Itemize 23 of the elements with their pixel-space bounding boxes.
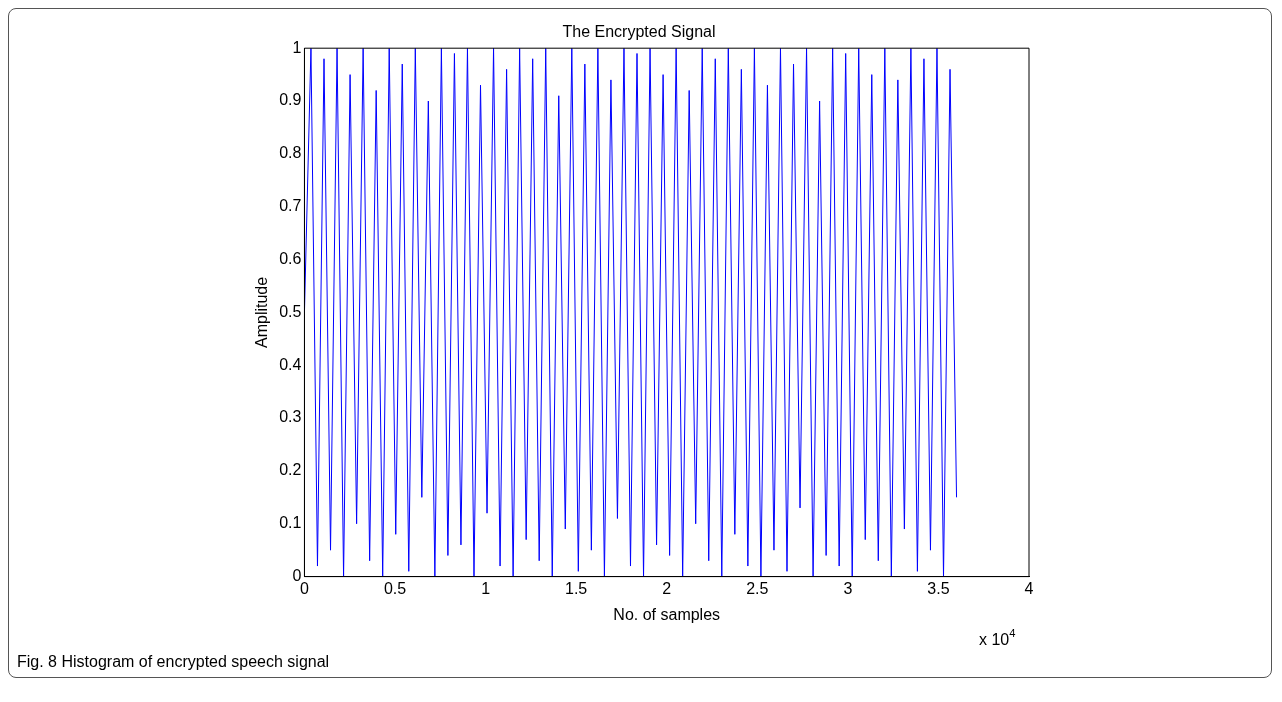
x-tick-label: 0.5 bbox=[383, 579, 407, 597]
y-tick-label: 0.4 bbox=[279, 355, 302, 373]
y-tick-label: 0.2 bbox=[279, 461, 302, 479]
y-tick-label: 0.5 bbox=[279, 302, 302, 320]
x-tick-label: 4 bbox=[1024, 579, 1034, 597]
chart-title: The Encrypted Signal bbox=[562, 23, 716, 41]
y-tick-label: 0 bbox=[292, 567, 302, 585]
y-tick-label: 0.1 bbox=[279, 514, 302, 532]
y-axis-title: Amplitude bbox=[253, 276, 271, 348]
y-tick-label: 0.9 bbox=[279, 91, 302, 109]
x-axis-title: No. of samples bbox=[613, 605, 721, 623]
caption: Fig. 8 Histogram of encrypted speech signal bbox=[16, 652, 331, 672]
x-tick-label: 3.5 bbox=[927, 579, 950, 597]
x-tick-label: 3 bbox=[843, 579, 853, 597]
x-tick-label: 1 bbox=[481, 579, 491, 597]
x-tick-label: 2 bbox=[662, 579, 672, 597]
y-tick-label: 0.6 bbox=[279, 249, 302, 267]
y-tick-label: 1 bbox=[292, 38, 302, 56]
x-tick-label: 2.5 bbox=[746, 579, 769, 597]
y-tick-label: 0.3 bbox=[279, 408, 302, 426]
y-tick-label: 0.7 bbox=[279, 197, 302, 215]
y-tick-label: 0.8 bbox=[279, 144, 302, 162]
x-tick-label: 1.5 bbox=[565, 579, 588, 597]
